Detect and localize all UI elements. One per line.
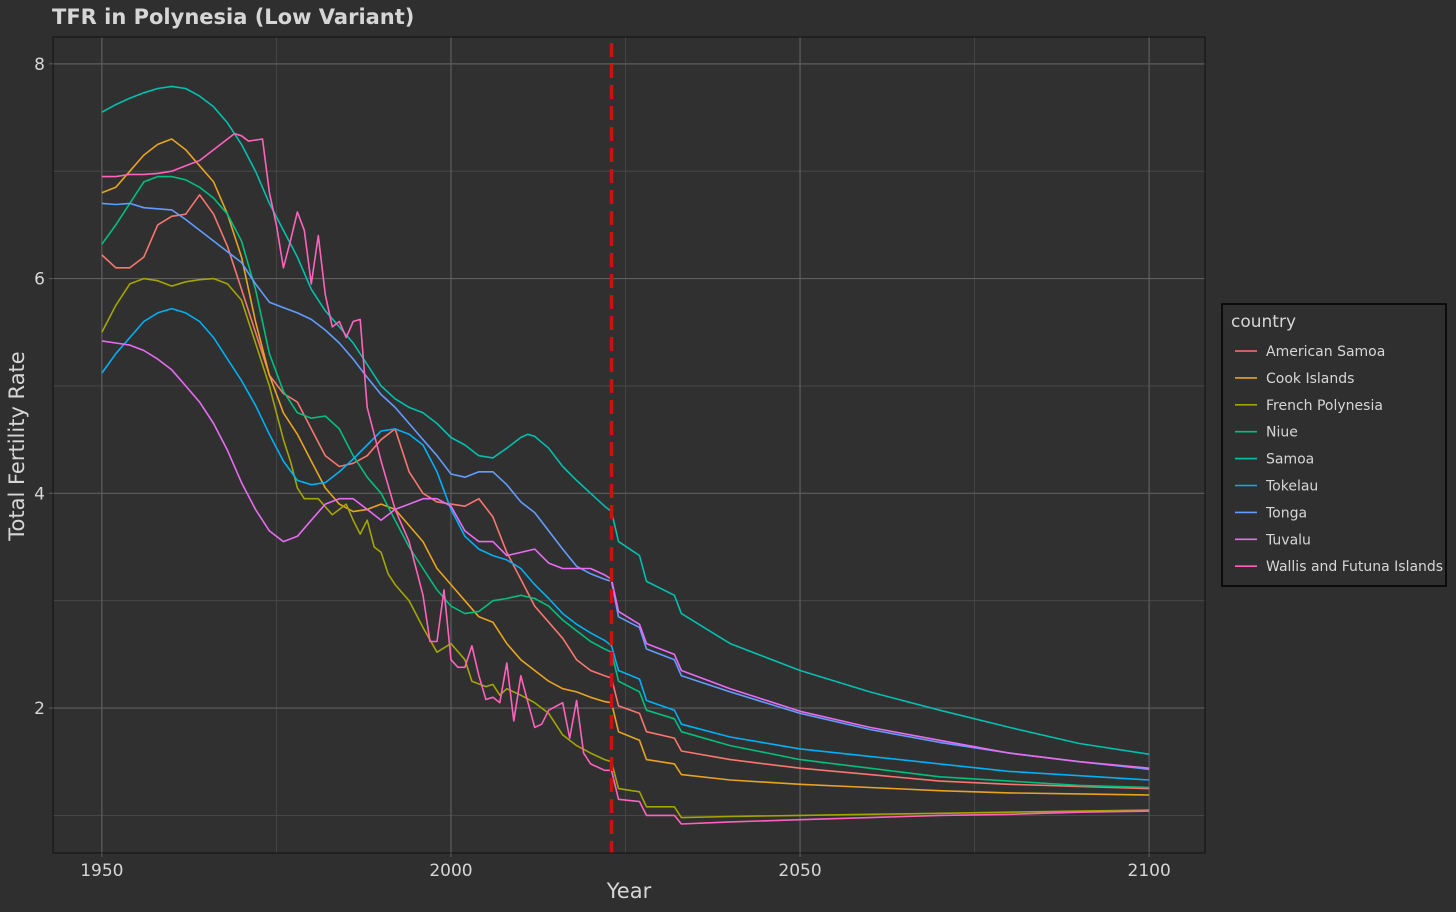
panel-background	[53, 37, 1205, 853]
x-tick-label: 2100	[1128, 861, 1171, 881]
x-axis-title: Year	[606, 879, 652, 903]
series-line-tuvalu	[101, 340, 1150, 769]
legend-label: Tuvalu	[1265, 532, 1311, 548]
y-axis: 2 4 6 8	[34, 55, 53, 719]
series-line-french-polynesia	[101, 277, 1150, 819]
chart-title: TFR in Polynesia (Low Variant)	[52, 5, 414, 29]
x-tick-label: 2000	[429, 861, 472, 881]
y-tick-label: 4	[34, 484, 45, 504]
legend-label: American Samoa	[1266, 344, 1385, 360]
x-tick-label: 1950	[80, 861, 123, 881]
series-line-niue	[101, 175, 1150, 789]
gridlines	[53, 37, 1205, 853]
legend-label: Niue	[1266, 425, 1298, 441]
plot-panel	[52, 36, 1206, 854]
legend-title: country	[1231, 312, 1296, 332]
y-tick-label: 8	[34, 55, 45, 75]
legend-items: American Samoa Cook Islands French Polynes…	[1235, 344, 1443, 575]
x-axis: 1950 2000 2050 2100	[80, 853, 1171, 881]
legend-box	[1221, 303, 1447, 587]
series-line-tokelau	[101, 307, 1150, 781]
x-tick-label: 2050	[778, 861, 821, 881]
series-line-samoa	[101, 85, 1150, 755]
series-line-tonga	[101, 202, 1150, 771]
panel-border	[52, 36, 1206, 854]
legend-label: Samoa	[1266, 452, 1314, 468]
legend-label: French Polynesia	[1266, 398, 1383, 414]
legend-label: Tokelau	[1265, 479, 1318, 495]
y-axis-title: Total Fertility Rate	[5, 351, 29, 541]
y-tick-label: 6	[34, 270, 45, 290]
series-line-wallis-and-futuna-islands	[101, 132, 1150, 825]
legend-label: Cook Islands	[1266, 371, 1354, 387]
y-tick-label: 2	[34, 699, 45, 719]
series-line-cook-islands	[101, 138, 1150, 796]
legend-label: Wallis and Futuna Islands	[1266, 559, 1443, 575]
legend: country American Samoa Cook Islands French…	[1221, 303, 1447, 587]
series-layer	[101, 85, 1150, 825]
legend-label: Tonga	[1265, 505, 1307, 521]
